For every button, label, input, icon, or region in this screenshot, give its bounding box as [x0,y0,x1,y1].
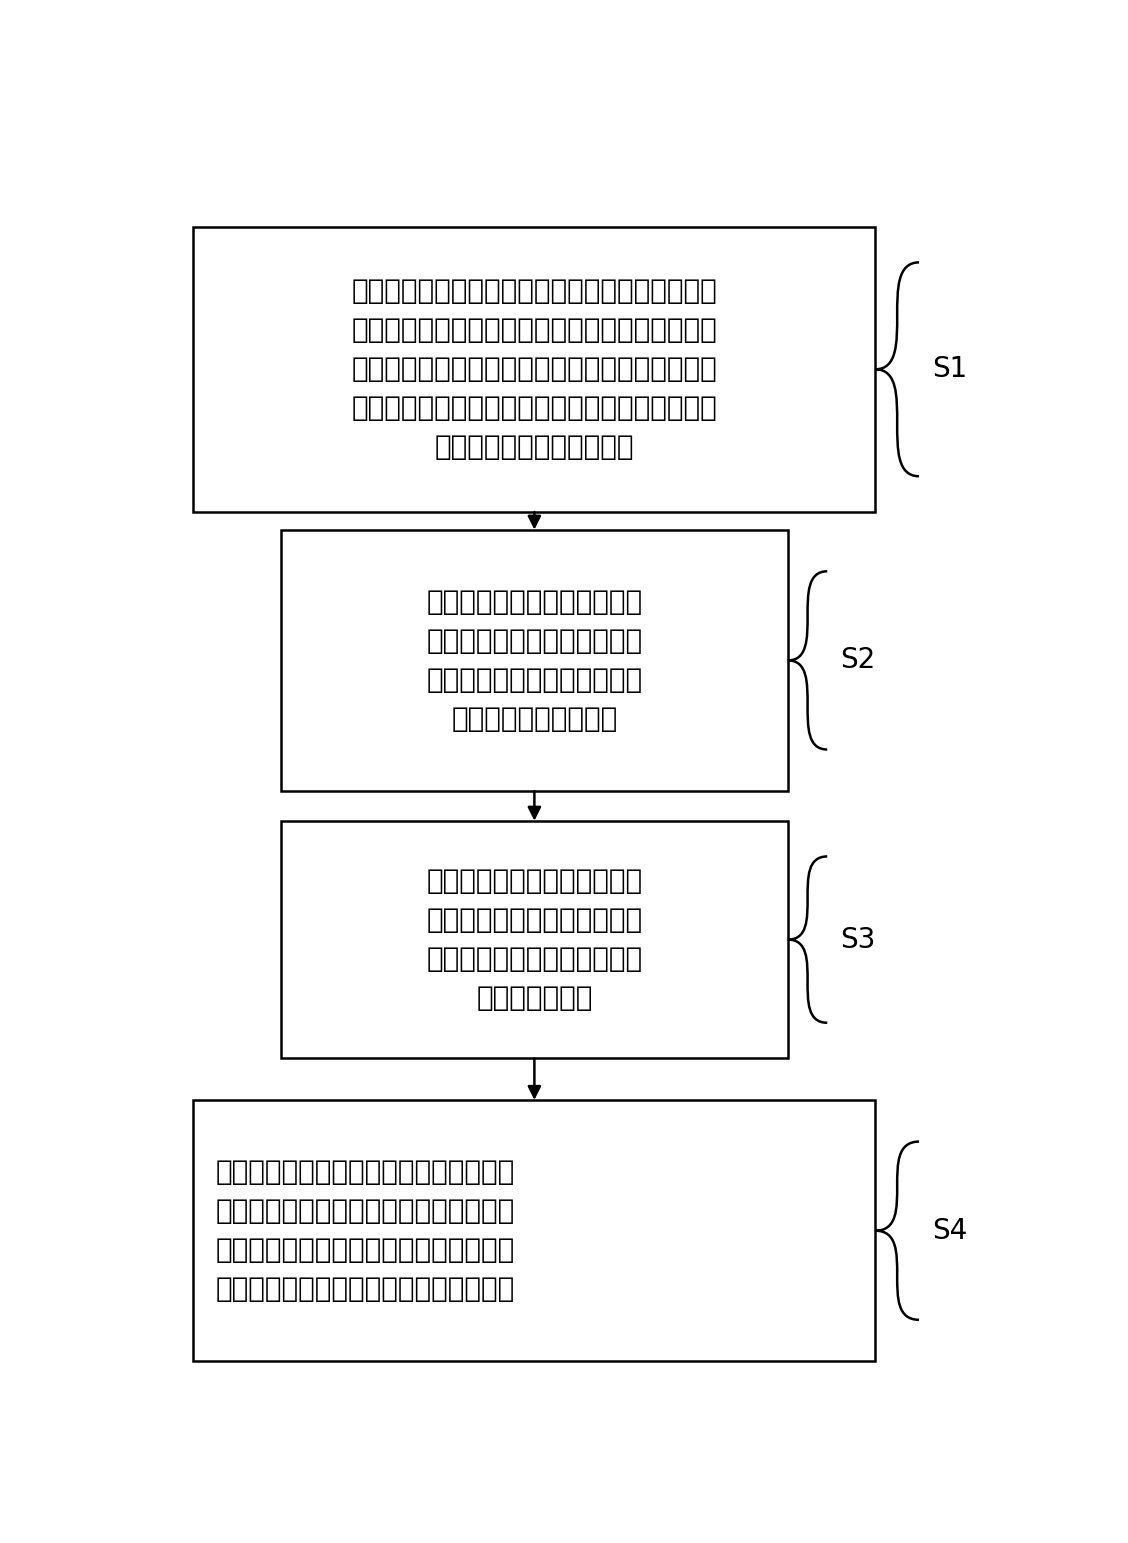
Text: S1: S1 [932,355,968,383]
Text: S4: S4 [932,1217,968,1245]
Text: 划分行驶模式，包括动力模式
、舒适模式以及节能模式，根
据模糊控制规则得到三种模式
下的转矩补充负荷系数: 划分行驶模式，包括动力模式 、舒适模式以及节能模式，根 据模糊控制规则得到三种模… [426,588,643,733]
Text: 获取加速踏板开度、加速踏板开度变化率、电池剩
余电量值以及转矩补充负荷系数，以所述加速踏板
开度、所述加速踏板开度变化率和所述电池剩余电
量值作为输入变量，以所: 获取加速踏板开度、加速踏板开度变化率、电池剩 余电量值以及转矩补充负荷系数，以所… [352,278,717,461]
Text: S3: S3 [840,926,875,954]
Bar [281,529,788,792]
Text: S2: S2 [840,647,875,674]
Text: 根据转矩补充负荷系数以及当
前负荷系数得到目标负荷系数
，并通过目标负荷系数得到目
标电机负荷转矩: 根据转矩补充负荷系数以及当 前负荷系数得到目标负荷系数 ，并通过目标负荷系数得到… [426,867,643,1012]
Bar [194,227,875,512]
Bar [281,821,788,1058]
Text: 对于所述动力模式和所述舒适模式根据目
标电机负荷转矩调整电机当前转矩；对于
所述节能模式，利用动态规划算法综合目
标车速和目标负荷系数规划扭矩输出路径: 对于所述动力模式和所述舒适模式根据目 标电机负荷转矩调整电机当前转矩；对于 所述… [215,1159,514,1304]
Bar [194,1100,875,1361]
